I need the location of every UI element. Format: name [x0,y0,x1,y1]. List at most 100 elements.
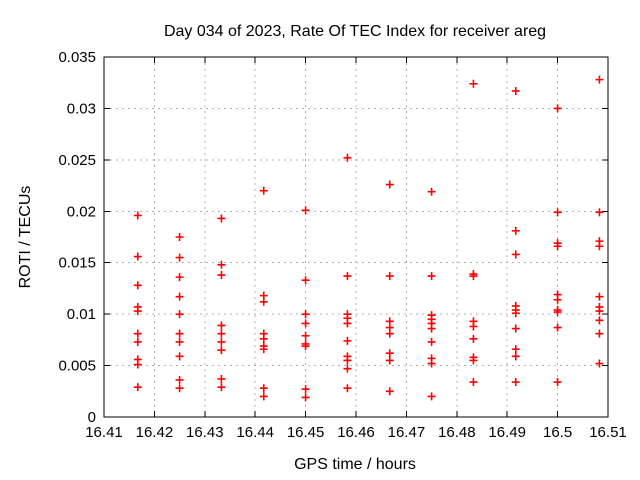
data-point-marker [259,345,268,354]
data-point-marker [259,384,268,393]
data-point-marker [259,186,268,195]
data-point-marker [427,337,436,346]
chart-title: Day 034 of 2023, Rate Of TEC Index for r… [164,23,546,40]
y-axis-label: ROTI / TECUs [17,186,34,289]
data-point-marker [301,310,310,319]
data-point-marker [343,336,352,345]
data-point-marker [133,383,142,392]
data-point-marker [133,360,142,369]
data-point-marker [595,292,604,301]
data-point-marker [553,323,562,332]
data-point-marker [133,337,142,346]
data-point-marker [469,378,478,387]
x-axis-label: GPS time / hours [294,456,416,473]
data-point-marker [133,329,142,338]
x-tick-label: 16.51 [589,424,627,441]
data-point-marker [595,359,604,368]
data-point-marker [217,329,226,338]
data-point-marker [301,206,310,215]
data-point-marker [595,242,604,251]
data-point-marker [511,86,520,95]
data-point-marker [343,153,352,162]
x-tick-label: 16.45 [287,424,325,441]
data-point-marker [343,364,352,373]
data-point-marker [343,319,352,328]
data-point-marker [259,334,268,343]
data-point-marker [301,331,310,340]
data-point-marker [259,297,268,306]
data-point-marker [133,211,142,220]
data-point-marker [217,271,226,280]
data-point-marker [469,334,478,343]
data-point-marker [553,378,562,387]
data-point-marker [427,272,436,281]
x-tick-label: 16.43 [186,424,224,441]
data-point-marker [175,273,184,282]
data-point-marker [343,272,352,281]
y-tick-label: 0.025 [58,152,96,169]
data-point-marker [511,226,520,235]
data-point-marker [511,324,520,333]
x-tick-label: 16.46 [337,424,375,441]
data-point-marker [301,319,310,328]
data-point-marker [385,272,394,281]
data-point-marker [595,329,604,338]
data-point-marker [553,308,562,317]
data-point-marker [217,321,226,330]
data-point-marker [595,316,604,325]
axis-layer [103,56,609,418]
data-point-marker [175,253,184,262]
data-point-marker [301,342,310,351]
data-point-marker [175,384,184,393]
data-point-marker [217,383,226,392]
data-point-marker [385,387,394,396]
tick-label-layer: 16.41 16.42 16.43 16.44 16.45 16.46 16.47 16.48… [58,49,626,441]
data-point-marker [427,187,436,196]
data-point-marker [469,356,478,365]
data-point-marker [385,180,394,189]
data-point-marker [301,385,310,394]
y-tick-label: 0.02 [67,203,96,220]
data-point-marker [511,352,520,361]
x-tick-label: 16.5 [543,424,572,441]
data-point-marker [259,392,268,401]
data-point-marker [175,375,184,384]
data-point-marker [217,214,226,223]
y-tick-label: 0.01 [67,306,96,323]
data-point-marker [175,329,184,338]
y-tick-label: 0.005 [58,358,96,375]
data-point-marker [217,337,226,346]
data-point-marker [427,324,436,333]
data-point-marker [175,337,184,346]
x-tick-label: 16.44 [236,424,274,441]
data-point-marker [301,393,310,402]
data-point-marker [427,359,436,368]
data-point-marker [553,242,562,251]
data-point-marker [217,374,226,383]
data-point-marker [175,233,184,241]
data-point-marker [217,260,226,269]
x-tick-label: 16.48 [438,424,476,441]
data-point-marker [343,356,352,365]
data-point-marker [301,276,310,285]
data-point-marker [385,349,394,358]
grid-layer [104,57,608,417]
data-point-marker [469,322,478,331]
data-point-marker [595,307,604,316]
data-point-marker [511,250,520,259]
data-point-marker [469,272,478,281]
data-point-marker [343,384,352,393]
x-tick-label: 16.49 [488,424,526,441]
data-point-layer [133,75,604,402]
data-point-marker [427,392,436,401]
data-point-marker [133,307,142,316]
data-point-marker [511,345,520,354]
data-point-marker [469,79,478,88]
data-point-marker [553,295,562,304]
data-point-marker [133,281,142,290]
y-tick-label: 0.015 [58,255,96,272]
data-point-marker [595,75,604,84]
y-tick-label: 0.035 [58,49,96,66]
data-point-marker [385,356,394,365]
